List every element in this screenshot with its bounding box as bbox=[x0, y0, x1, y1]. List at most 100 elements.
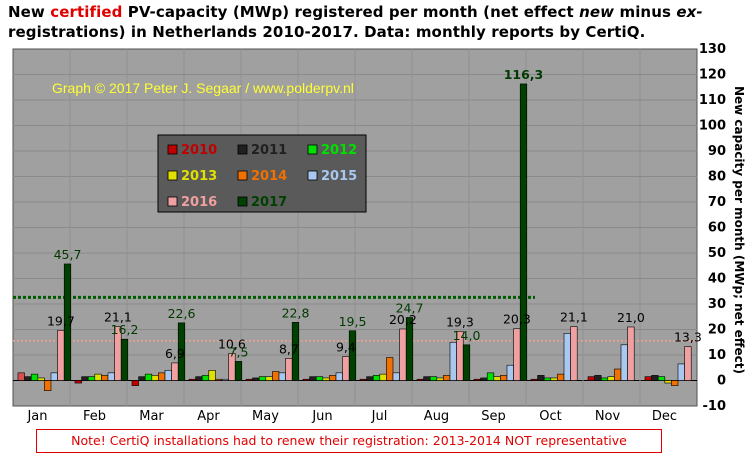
legend-label-2016: 2016 bbox=[181, 195, 217, 210]
bar-2016 bbox=[570, 326, 578, 381]
legend-box bbox=[157, 134, 367, 213]
data-label-2017: 116,3 bbox=[504, 67, 544, 82]
bar-2015 bbox=[278, 372, 286, 381]
bar-2012 bbox=[543, 377, 552, 381]
data-label-2017: 24,7 bbox=[396, 301, 424, 316]
bar-2011 bbox=[423, 376, 431, 381]
legend-swatch-2011 bbox=[237, 144, 248, 155]
x-tick-label: May bbox=[252, 409, 279, 424]
bar-2016 bbox=[285, 358, 293, 381]
y-tick-label: 10 bbox=[708, 348, 726, 363]
legend-swatch-2015 bbox=[307, 170, 318, 181]
bar-2017 bbox=[291, 322, 300, 381]
y-tick-label: 60 bbox=[708, 221, 726, 236]
bar-2015 bbox=[107, 372, 115, 381]
bar-2016 bbox=[627, 326, 635, 381]
data-label-2016: 6,9 bbox=[165, 346, 185, 361]
legend-swatch-2016 bbox=[167, 196, 178, 207]
bar-2013 bbox=[379, 373, 387, 381]
y-tick-label: 80 bbox=[708, 170, 726, 185]
bar-2010 bbox=[74, 380, 82, 384]
x-tick-label: Feb bbox=[83, 409, 106, 424]
bar-2010 bbox=[302, 378, 310, 381]
data-label-2016: 21,1 bbox=[560, 310, 588, 325]
bar-2010 bbox=[530, 378, 538, 381]
data-label-2017: 22,8 bbox=[282, 305, 310, 320]
data-label-2016: 19,3 bbox=[446, 314, 474, 329]
bar-2014 bbox=[614, 368, 622, 381]
bar-2014 bbox=[272, 371, 280, 381]
bar-2011 bbox=[480, 377, 488, 381]
bar-2016 bbox=[399, 328, 407, 381]
bar-2016 bbox=[342, 356, 350, 381]
bar-2013 bbox=[550, 377, 558, 381]
data-label-2016: 8,7 bbox=[279, 341, 299, 356]
bar-2014 bbox=[557, 373, 565, 381]
bar-2013 bbox=[493, 376, 501, 381]
legend-swatch-2013 bbox=[167, 170, 178, 181]
bar-2013 bbox=[208, 369, 216, 381]
bar-2017 bbox=[462, 344, 471, 381]
y-axis-label: New capacity per month (MWp; net effect) bbox=[732, 86, 746, 374]
bar-2017 bbox=[405, 317, 414, 381]
y-tick-label: 90 bbox=[708, 144, 726, 159]
bar-2017 bbox=[63, 263, 72, 381]
bar-2014 bbox=[44, 380, 52, 391]
bar-2011 bbox=[651, 375, 659, 381]
bar-2010 bbox=[245, 378, 253, 381]
chart-title: New certified PV-capacity (MWp) register… bbox=[8, 3, 703, 41]
bar-2010 bbox=[473, 378, 481, 381]
bar-2015 bbox=[335, 372, 343, 381]
x-tick-label: Dec bbox=[652, 409, 677, 424]
y-tick-label: -10 bbox=[703, 399, 727, 414]
bar-2011 bbox=[309, 376, 317, 381]
bar-2010 bbox=[416, 378, 424, 381]
bar-2014 bbox=[500, 375, 508, 381]
legend-label-2017: 2017 bbox=[251, 195, 287, 210]
y-tick-label: 70 bbox=[708, 195, 726, 210]
data-label-2017: 14,0 bbox=[453, 328, 481, 343]
data-label-2017: 45,7 bbox=[54, 247, 82, 262]
watermark: Graph © 2017 Peter J. Segaar / www.polde… bbox=[52, 80, 354, 96]
bar-2015 bbox=[563, 333, 571, 381]
legend: 2010 2011 2012 2013 2014 2015 2016 2017 bbox=[157, 134, 367, 213]
bar-2011 bbox=[537, 375, 545, 381]
bar-2017 bbox=[120, 338, 129, 381]
bar-2014 bbox=[101, 375, 109, 381]
x-tick-label: Oct bbox=[539, 409, 561, 424]
bar-2013 bbox=[37, 377, 45, 381]
bar-2012 bbox=[486, 372, 495, 381]
data-label-2017: 16,2 bbox=[111, 322, 139, 337]
bar-2012 bbox=[258, 376, 267, 381]
bar-2012 bbox=[657, 376, 666, 381]
bar-2013 bbox=[151, 375, 159, 381]
bar-2014 bbox=[158, 372, 166, 381]
legend-swatch-2017 bbox=[237, 196, 248, 207]
data-label-2016: 21,1 bbox=[104, 310, 132, 325]
value-labels: 19,7 21,1 6,9 10,6 8,7 9,4 20,2 19,3 20,3 21,1 21,… bbox=[47, 67, 702, 361]
bar-2012 bbox=[429, 376, 438, 381]
bar-2010 bbox=[17, 372, 25, 381]
bar-2011 bbox=[81, 376, 89, 381]
bar-2014 bbox=[443, 375, 451, 381]
legend-label-2015: 2015 bbox=[321, 169, 357, 184]
data-label-2017: 7,5 bbox=[229, 344, 249, 359]
y-tick-label: 0 bbox=[717, 374, 726, 389]
bar-2015 bbox=[221, 378, 229, 381]
y-tick-label: 20 bbox=[708, 323, 726, 338]
data-label-2016: 21,0 bbox=[617, 310, 645, 325]
bar-2010 bbox=[644, 376, 652, 381]
y-tick-label: 40 bbox=[708, 272, 726, 287]
data-label-2016: 10,6 bbox=[218, 336, 246, 351]
bar-2014 bbox=[386, 357, 394, 381]
bar-2010 bbox=[131, 380, 139, 386]
bar-2013 bbox=[664, 380, 672, 384]
bar-2013 bbox=[322, 377, 330, 381]
bar-2017 bbox=[234, 361, 243, 381]
bar-2012 bbox=[315, 376, 324, 381]
bar-2015 bbox=[506, 364, 514, 381]
bar-2015 bbox=[392, 372, 400, 381]
bar-2012 bbox=[600, 377, 609, 381]
x-tick-labels: Jan Feb Mar Apr May Jun Jul Aug Sep Oct Nov Dec bbox=[26, 409, 677, 424]
bar-2011 bbox=[24, 376, 32, 381]
